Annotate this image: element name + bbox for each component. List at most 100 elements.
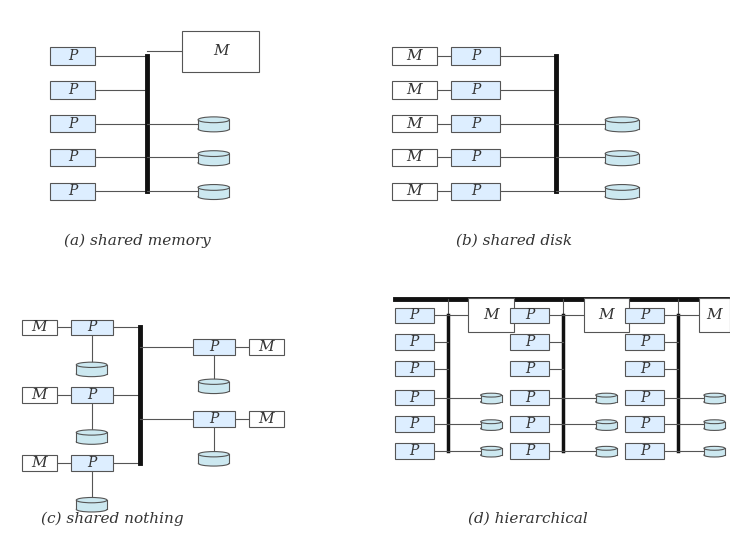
FancyBboxPatch shape (395, 416, 434, 432)
Text: P: P (524, 361, 534, 376)
Text: (d) hierarchical: (d) hierarchical (468, 512, 588, 526)
FancyBboxPatch shape (249, 339, 284, 355)
FancyBboxPatch shape (395, 390, 434, 405)
Text: (a) shared memory: (a) shared memory (63, 234, 210, 249)
Ellipse shape (605, 193, 638, 199)
FancyBboxPatch shape (626, 416, 664, 432)
Ellipse shape (76, 498, 107, 503)
Text: P: P (410, 391, 419, 404)
Ellipse shape (596, 393, 617, 397)
Text: P: P (410, 417, 419, 431)
FancyBboxPatch shape (392, 183, 437, 200)
Ellipse shape (198, 388, 229, 393)
Text: M: M (407, 150, 422, 165)
FancyBboxPatch shape (392, 115, 437, 132)
Text: M: M (31, 388, 47, 402)
Ellipse shape (605, 126, 638, 132)
FancyBboxPatch shape (510, 443, 548, 458)
Text: P: P (68, 117, 77, 131)
FancyBboxPatch shape (249, 411, 284, 427)
Ellipse shape (198, 461, 229, 466)
FancyBboxPatch shape (510, 361, 548, 377)
Text: P: P (410, 308, 419, 323)
Ellipse shape (596, 446, 617, 450)
FancyBboxPatch shape (451, 81, 500, 99)
FancyBboxPatch shape (451, 183, 500, 200)
FancyBboxPatch shape (626, 334, 664, 350)
FancyBboxPatch shape (510, 307, 548, 323)
Bar (605, 154, 638, 163)
FancyBboxPatch shape (392, 149, 437, 166)
FancyBboxPatch shape (22, 387, 57, 403)
Bar (481, 449, 501, 455)
Text: P: P (209, 413, 218, 426)
FancyBboxPatch shape (50, 149, 95, 166)
Ellipse shape (76, 430, 107, 435)
Text: M: M (706, 308, 722, 323)
Ellipse shape (605, 151, 638, 156)
FancyBboxPatch shape (50, 47, 95, 65)
Text: P: P (524, 391, 534, 404)
FancyBboxPatch shape (392, 81, 437, 99)
Text: P: P (524, 444, 534, 458)
Text: M: M (407, 184, 422, 198)
Bar (596, 422, 617, 428)
Text: P: P (524, 417, 534, 431)
Text: P: P (410, 361, 419, 376)
Ellipse shape (704, 393, 725, 397)
Ellipse shape (605, 117, 638, 123)
FancyBboxPatch shape (626, 361, 664, 377)
Ellipse shape (481, 393, 501, 397)
Text: P: P (640, 417, 650, 431)
Ellipse shape (481, 446, 501, 450)
Ellipse shape (704, 446, 725, 450)
Text: P: P (524, 335, 534, 349)
Text: P: P (209, 340, 218, 354)
Bar (605, 187, 638, 197)
Text: P: P (471, 150, 480, 165)
Text: M: M (484, 308, 499, 323)
Text: P: P (87, 456, 96, 470)
Ellipse shape (704, 427, 725, 431)
Text: P: P (640, 444, 650, 458)
Text: P: P (471, 184, 480, 198)
Text: M: M (31, 320, 47, 335)
Ellipse shape (704, 453, 725, 457)
Text: M: M (259, 413, 274, 426)
Ellipse shape (605, 160, 638, 166)
Text: P: P (471, 49, 480, 63)
Ellipse shape (76, 507, 107, 512)
Ellipse shape (198, 452, 229, 457)
Bar (704, 422, 725, 428)
Bar (198, 382, 229, 391)
Text: P: P (640, 308, 650, 323)
Bar (198, 120, 229, 129)
Text: P: P (87, 388, 96, 402)
FancyBboxPatch shape (50, 183, 95, 200)
Bar (481, 395, 501, 402)
FancyBboxPatch shape (395, 334, 434, 350)
Text: P: P (640, 361, 650, 376)
Text: M: M (31, 456, 47, 470)
Bar (596, 395, 617, 402)
Ellipse shape (605, 185, 638, 190)
Bar (198, 154, 229, 163)
Bar (596, 449, 617, 455)
FancyBboxPatch shape (193, 339, 235, 355)
Bar (481, 422, 501, 428)
Text: M: M (598, 308, 614, 323)
FancyBboxPatch shape (451, 115, 500, 132)
Text: M: M (407, 83, 422, 97)
Ellipse shape (76, 362, 107, 367)
FancyBboxPatch shape (510, 416, 548, 432)
Text: P: P (68, 184, 77, 198)
Text: P: P (471, 83, 480, 97)
Bar (704, 395, 725, 402)
FancyBboxPatch shape (469, 299, 514, 332)
Text: P: P (68, 49, 77, 63)
Text: P: P (524, 308, 534, 323)
Ellipse shape (198, 117, 229, 123)
Ellipse shape (198, 379, 229, 384)
FancyBboxPatch shape (583, 299, 629, 332)
Text: P: P (87, 320, 96, 335)
